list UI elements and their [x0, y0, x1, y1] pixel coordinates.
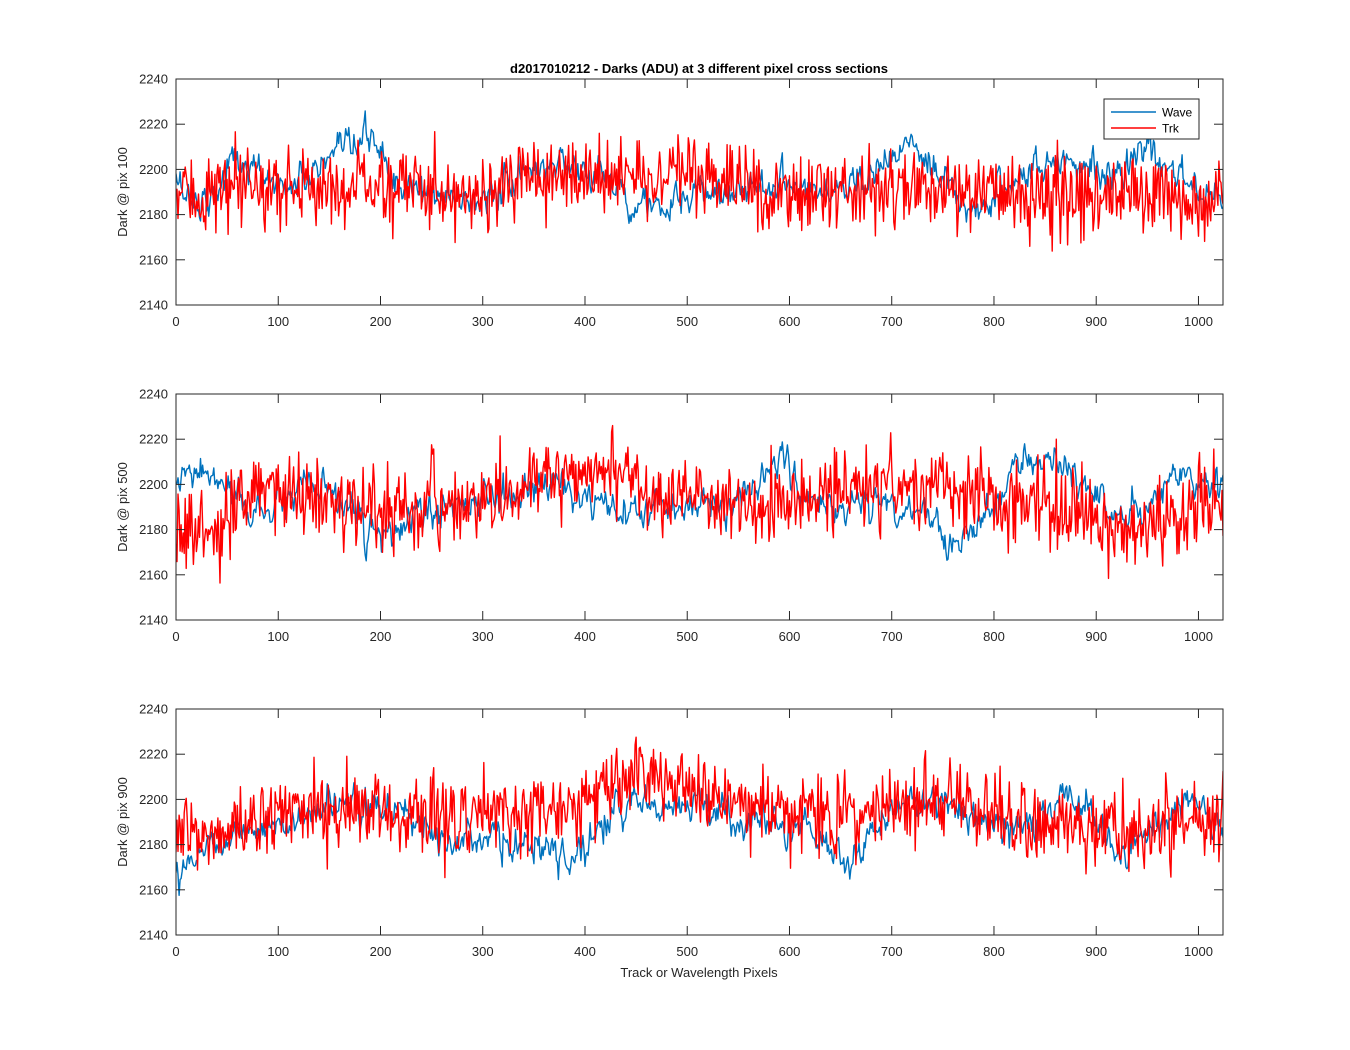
series-line-trk [176, 130, 1223, 252]
legend: Wave Trk [1103, 98, 1200, 140]
x-tick-label: 800 [983, 314, 1005, 329]
subplot-panels: 0 100 200 300 400 500 600 700 800 900 100021402160… [115, 72, 1224, 959]
x-tick-label: 400 [574, 944, 596, 959]
y-tick-label: 2140 [139, 928, 168, 943]
x-tick-label: 500 [676, 314, 698, 329]
y-tick-label: 2180 [139, 522, 168, 537]
x-tick-label: 800 [983, 629, 1005, 644]
x-tick-label: 0 [172, 944, 179, 959]
y-tick-label: 2160 [139, 567, 168, 582]
x-tick-label: 900 [1085, 629, 1107, 644]
y-tick-label: 2220 [139, 117, 168, 132]
subplot-1: 0 100 200 300 400 500 600 700 800 900 1000 2140 2160… [115, 72, 1224, 329]
axes-box [175, 78, 1224, 306]
x-tick-label: 500 [676, 629, 698, 644]
x-tick-label: 200 [370, 314, 392, 329]
legend-label-wave: Wave [1162, 106, 1193, 120]
subplot-2: 0 100 200 300 400 500 600 700 800 900 1000 2140 2160… [115, 387, 1224, 644]
x-tick-label: 100 [267, 629, 289, 644]
x-tick-label: 900 [1085, 944, 1107, 959]
axes-box [175, 708, 1224, 936]
y-tick-label: 2160 [139, 882, 168, 897]
x-tick-label: 1000 [1184, 629, 1213, 644]
y-tick-label: 2180 [139, 207, 168, 222]
series-line-trk [176, 424, 1223, 584]
subplot-3: 0 100 200 300 400 500 600 700 800 900 1000 2140 2160… [115, 702, 1224, 959]
y-tick-label: 2200 [139, 162, 168, 177]
axes-box [175, 393, 1224, 621]
x-tick-label: 500 [676, 944, 698, 959]
x-tick-label: 100 [267, 314, 289, 329]
plot-area [176, 709, 1223, 935]
x-tick-label: 1000 [1184, 944, 1213, 959]
x-tick-label: 400 [574, 629, 596, 644]
x-tick-label: 300 [472, 629, 494, 644]
y-tick-label: 2140 [139, 298, 168, 313]
x-tick-label: 300 [472, 314, 494, 329]
y-tick-label: 2140 [139, 613, 168, 628]
x-tick-label: 200 [370, 944, 392, 959]
x-tick-label: 400 [574, 314, 596, 329]
x-tick-label: 900 [1085, 314, 1107, 329]
x-tick-label: 0 [172, 314, 179, 329]
x-tick-label: 0 [172, 629, 179, 644]
series-line-trk [176, 736, 1223, 879]
y-tick-label: 2200 [139, 477, 168, 492]
x-tick-label: 1000 [1184, 314, 1213, 329]
x-tick-label: 600 [779, 629, 801, 644]
y-axis-label: Dark @ pix 100 [115, 147, 130, 237]
y-tick-label: 2200 [139, 792, 168, 807]
y-axis-label: Dark @ pix 900 [115, 777, 130, 867]
chart-title: d2017010212 - Darks (ADU) at 3 different… [510, 61, 888, 76]
x-tick-label: 300 [472, 944, 494, 959]
x-tick-label: 700 [881, 944, 903, 959]
y-tick-label: 2240 [139, 702, 168, 717]
x-tick-label: 600 [779, 944, 801, 959]
y-tick-label: 2240 [139, 387, 168, 402]
y-tick-label: 2180 [139, 837, 168, 852]
y-tick-label: 2220 [139, 747, 168, 762]
y-tick-label: 2220 [139, 432, 168, 447]
x-tick-label: 200 [370, 629, 392, 644]
x-axis-label: Track or Wavelength Pixels [620, 965, 778, 980]
x-tick-label: 700 [881, 314, 903, 329]
x-tick-label: 100 [267, 944, 289, 959]
legend-label-trk: Trk [1162, 122, 1180, 136]
y-tick-label: 2240 [139, 72, 168, 87]
x-tick-label: 800 [983, 944, 1005, 959]
x-tick-label: 700 [881, 629, 903, 644]
legend-box [1103, 98, 1200, 140]
y-tick-label: 2160 [139, 252, 168, 267]
x-tick-label: 600 [779, 314, 801, 329]
y-axis-label: Dark @ pix 500 [115, 462, 130, 552]
